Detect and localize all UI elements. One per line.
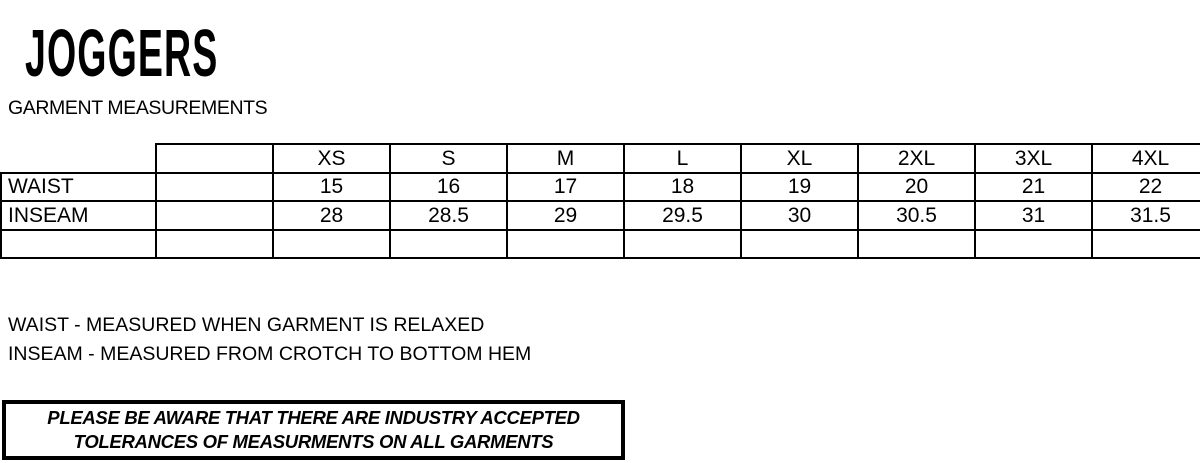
measurement-cell: 29: [506, 200, 625, 231]
size-column-header: 3XL: [974, 143, 1093, 174]
disclaimer-line-1: PLEASE BE AWARE THAT THERE ARE INDUSTRY …: [47, 407, 580, 428]
measurement-cell: 20: [857, 171, 976, 202]
disclaimer-line-2: TOLERANCES OF MEASURMENTS ON ALL GARMENT…: [73, 431, 554, 452]
inseam-measurement-note: INSEAM - MEASURED FROM CROTCH TO BOTTOM …: [8, 342, 532, 365]
size-column-header: XS: [272, 143, 391, 174]
measurement-cell: [857, 228, 976, 259]
measurement-cell: 30.5: [857, 200, 976, 231]
size-column-header: L: [623, 143, 742, 174]
measurement-cell: [272, 228, 391, 259]
measurement-cell: [974, 228, 1093, 259]
measurement-cell: [740, 228, 859, 259]
measurement-cell: 28.5: [389, 200, 508, 231]
measurement-cell: 31.5: [1091, 200, 1200, 231]
measurement-cell: 28: [272, 200, 391, 231]
size-column-header: S: [389, 143, 508, 174]
measurement-cell: 16: [389, 171, 508, 202]
measurement-cell: 30: [740, 200, 859, 231]
measurement-cell: 19: [740, 171, 859, 202]
measurement-cell: 31: [974, 200, 1093, 231]
measurement-cell: [155, 228, 274, 259]
measurement-cell: [506, 228, 625, 259]
measurement-cell: 17: [506, 171, 625, 202]
row-label-cell: [0, 228, 157, 259]
waist-measurement-note: WAIST - MEASURED WHEN GARMENT IS RELAXED: [8, 314, 485, 336]
empty-row: [0, 228, 1200, 259]
measurement-cell: [1091, 228, 1200, 259]
size-column-header: 2XL: [857, 143, 976, 174]
row-label-cell: WAIST: [0, 171, 157, 202]
measurement-cell: 22: [1091, 171, 1200, 202]
measurement-cell: [389, 228, 508, 259]
size-chart-header-row: XS S M L XL 2XL 3XL 4XL: [1, 143, 1200, 174]
measurement-cell: 18: [623, 171, 742, 202]
corner-spacer-cell: [1, 144, 156, 173]
row-waist: WAIST 15 16 17 18 19 20 21 22: [0, 171, 1200, 202]
row-inseam: INSEAM 28 28.5 29 29.5 30 30.5 31 31.5: [0, 200, 1200, 231]
measurement-cell: [623, 228, 742, 259]
page-subtitle: GARMENT MEASUREMENTS: [8, 97, 268, 119]
measurement-cell: 29.5: [623, 200, 742, 231]
measurement-cell: [155, 171, 274, 202]
measurement-notes: WAIST - MEASURED WHEN GARMENT IS RELAXED…: [8, 311, 531, 368]
measurement-cell: 15: [272, 171, 391, 202]
tolerance-disclaimer-box: PLEASE BE AWARE THAT THERE ARE INDUSTRY …: [2, 400, 625, 460]
measurement-cell: 21: [974, 171, 1093, 202]
size-chart-table: XS S M L XL 2XL 3XL 4XL WAIST 15 16 17 18 19 20 21 22 INS…: [0, 143, 1200, 259]
page-title: JOGGERS: [25, 16, 219, 91]
measurement-cell: [155, 200, 274, 231]
empty-header-cell: [155, 143, 274, 174]
size-column-header: M: [506, 143, 625, 174]
size-column-header: 4XL: [1091, 143, 1200, 174]
size-column-header: XL: [740, 143, 859, 174]
row-label-cell: INSEAM: [0, 200, 157, 231]
